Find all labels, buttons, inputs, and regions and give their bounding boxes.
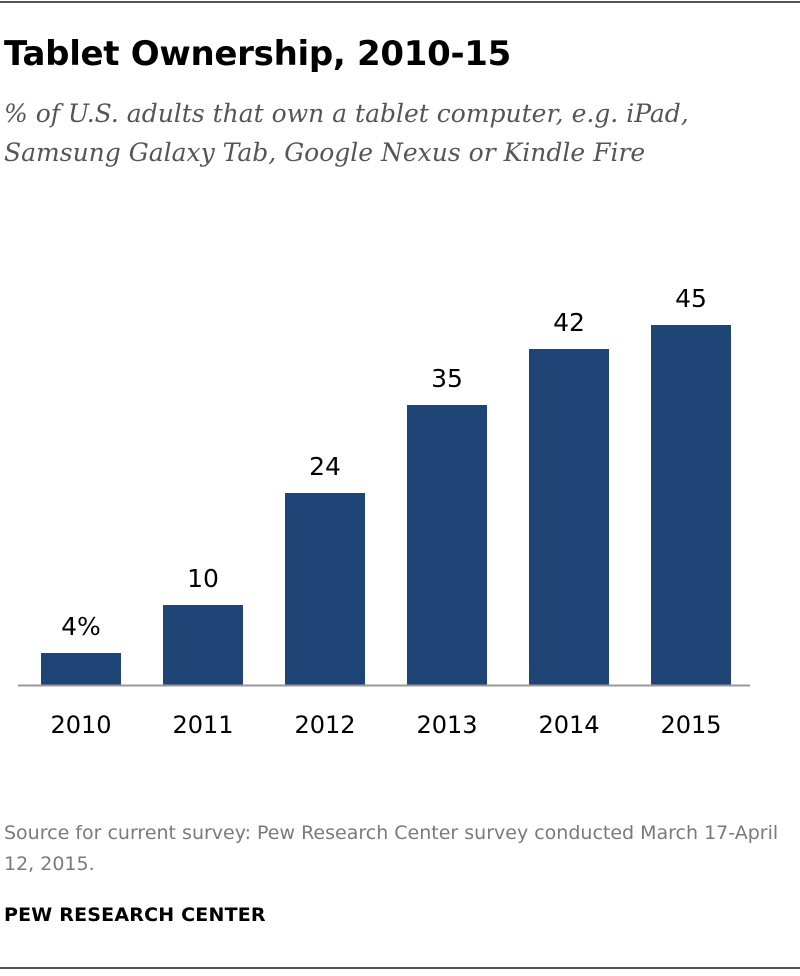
bar-2015 bbox=[651, 325, 731, 685]
chart-title: Tablet Ownership, 2010-15 bbox=[4, 34, 511, 74]
tick-labels-group: 2010 2011 2012 2013 2014 2015 bbox=[50, 711, 721, 739]
value-label-2010: 4% bbox=[61, 612, 101, 641]
top-rule bbox=[0, 1, 800, 3]
value-labels-group: 4% 10 24 35 42 45 bbox=[61, 284, 707, 641]
source-note: Source for current survey: Pew Research … bbox=[4, 822, 779, 875]
bar-2011 bbox=[163, 605, 243, 685]
tick-label-2013: 2013 bbox=[416, 711, 477, 739]
value-label-2011: 10 bbox=[187, 564, 219, 593]
tick-label-2010: 2010 bbox=[50, 711, 111, 739]
bottom-rule bbox=[0, 967, 800, 969]
value-label-2012: 24 bbox=[309, 452, 341, 481]
chart-subtitle: % of U.S. adults that own a tablet compu… bbox=[4, 99, 689, 167]
value-label-2013: 35 bbox=[431, 364, 463, 393]
organization-name: PEW RESEARCH CENTER bbox=[4, 904, 266, 926]
bar-chart: 4% 10 24 35 42 45 2010 2011 2012 2013 2014 2015 bbox=[18, 284, 750, 739]
bar-2013 bbox=[407, 405, 487, 685]
tick-label-2012: 2012 bbox=[294, 711, 355, 739]
bars-group bbox=[41, 325, 731, 685]
tick-label-2011: 2011 bbox=[172, 711, 233, 739]
value-label-2014: 42 bbox=[553, 308, 585, 337]
tick-label-2015: 2015 bbox=[660, 711, 721, 739]
bar-2012 bbox=[285, 493, 365, 685]
bar-2010 bbox=[41, 653, 121, 685]
value-label-2015: 45 bbox=[675, 284, 707, 313]
bar-2014 bbox=[529, 349, 609, 685]
tick-label-2014: 2014 bbox=[538, 711, 599, 739]
